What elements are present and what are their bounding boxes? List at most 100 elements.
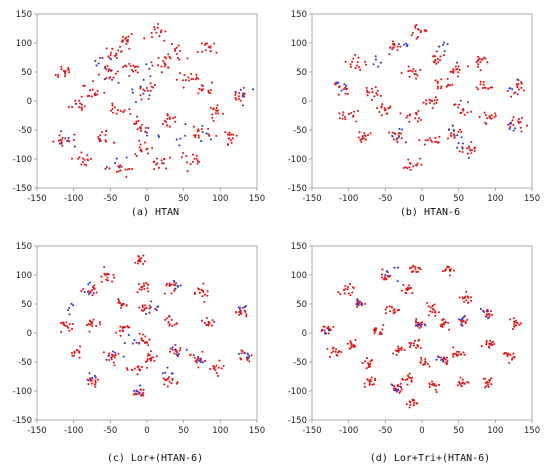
scatter-point-red <box>419 157 422 160</box>
scatter-point-blue <box>176 353 179 356</box>
scatter-point-red <box>143 308 146 311</box>
scatter-point-red <box>379 94 382 97</box>
scatter-point-red <box>142 254 145 257</box>
scatter-point-blue <box>138 391 141 394</box>
scatter-point-red <box>98 320 101 324</box>
scatter-point-red <box>415 270 418 274</box>
scatter-point-blue <box>199 357 202 360</box>
scatter-point-red <box>140 123 143 126</box>
scatter-point-red <box>131 368 134 372</box>
scatter-point-red <box>411 399 415 402</box>
scatter-point-red <box>390 305 393 308</box>
scatter-point-red <box>352 57 355 60</box>
scatter-point-red <box>435 50 438 53</box>
scatter-point-blue <box>132 389 136 392</box>
scatter-point-red <box>455 350 458 353</box>
scatter-point-blue <box>164 371 167 374</box>
scatter-point-red <box>135 122 138 125</box>
scatter-point-red <box>147 344 150 347</box>
scatter-point-red <box>407 65 410 68</box>
scatter-point-red <box>424 30 427 33</box>
scatter-point-red <box>83 84 86 87</box>
scatter-point-red <box>488 115 491 118</box>
scatter-point-red <box>332 325 335 328</box>
scatter-point-red <box>132 393 135 396</box>
scatter-point-red <box>146 359 149 362</box>
scatter-point-red <box>234 93 237 97</box>
scatter-point-blue <box>327 328 331 331</box>
scatter-point-red <box>175 53 178 56</box>
scatter-point-red <box>196 162 199 165</box>
scatter-point-red <box>415 317 418 320</box>
scatter-point-red <box>150 61 153 64</box>
scatter-point-red <box>408 406 411 409</box>
scatter-point-red <box>139 368 142 371</box>
scatter-point-blue <box>437 356 440 359</box>
scatter-point-red <box>487 385 490 388</box>
scatter-point-red <box>86 158 89 161</box>
scatter-point-red <box>468 147 471 150</box>
scatter-point-red <box>122 66 125 69</box>
scatter-point-red <box>126 368 129 371</box>
scatter-point-red <box>459 376 462 379</box>
scatter-point-red <box>125 36 128 39</box>
y-tick-label: 50 <box>296 68 307 78</box>
scatter-point-red <box>350 346 353 349</box>
scatter-point-red <box>461 151 464 154</box>
scatter-point-red <box>59 322 62 325</box>
scatter-point-red <box>367 366 370 369</box>
scatter-point-red <box>428 101 432 104</box>
scatter-point-red <box>493 343 496 346</box>
scatter-point-red <box>61 136 64 139</box>
scatter-point-red <box>412 344 416 347</box>
scatter-point-blue <box>68 313 71 316</box>
scatter-point-red <box>452 355 455 358</box>
scatter-point-blue <box>87 379 90 382</box>
scatter-point-red <box>141 304 144 307</box>
scatter-point-red <box>71 106 74 109</box>
scatter-point-red <box>140 288 143 291</box>
scatter-point-red <box>148 338 151 341</box>
scatter-point-red <box>413 73 416 76</box>
scatter-point-red <box>482 81 485 84</box>
scatter-point-red <box>118 329 121 332</box>
scatter-point-red <box>393 389 396 392</box>
scatter-point-red <box>80 106 83 109</box>
scatter-point-red <box>58 134 61 137</box>
scatter-point-blue <box>117 81 120 84</box>
scatter-point-red <box>356 305 359 308</box>
x-tick-label: -150 <box>27 194 46 204</box>
scatter-point-red <box>397 345 400 348</box>
scatter-point-red <box>85 164 88 167</box>
scatter-point-red <box>215 51 218 54</box>
scatter-point-red <box>121 39 124 42</box>
scatter-point-red <box>119 302 122 305</box>
scatter-point-red <box>357 66 361 69</box>
scatter-point-red <box>95 291 98 294</box>
scatter-point-blue <box>399 385 402 388</box>
scatter-point-red <box>209 45 212 48</box>
y-tick-label: -100 <box>288 387 307 397</box>
scatter-point-red <box>479 80 482 83</box>
scatter-point-red <box>136 373 139 376</box>
scatter-point-red <box>467 101 470 104</box>
scatter-point-red <box>371 383 374 386</box>
scatter-point-red <box>396 45 399 48</box>
scatter-point-red <box>415 113 418 116</box>
scatter-point-red <box>74 99 77 102</box>
y-tick-label: 150 <box>291 10 307 20</box>
scatter-point-red <box>462 381 465 384</box>
scatter-point-red <box>149 82 152 85</box>
scatter-point-blue <box>516 93 519 96</box>
scatter-point-red <box>422 101 425 104</box>
scatter-point-red <box>80 95 83 98</box>
scatter-point-red <box>392 352 395 355</box>
scatter-point-red <box>83 158 86 161</box>
scatter-point-red <box>173 289 176 293</box>
scatter-point-red <box>417 109 420 113</box>
scatter-point-red <box>402 283 405 286</box>
scatter-point-red <box>130 32 133 36</box>
scatter-point-blue <box>251 88 255 91</box>
scatter-point-red <box>165 284 168 287</box>
scatter-point-red <box>116 70 119 73</box>
